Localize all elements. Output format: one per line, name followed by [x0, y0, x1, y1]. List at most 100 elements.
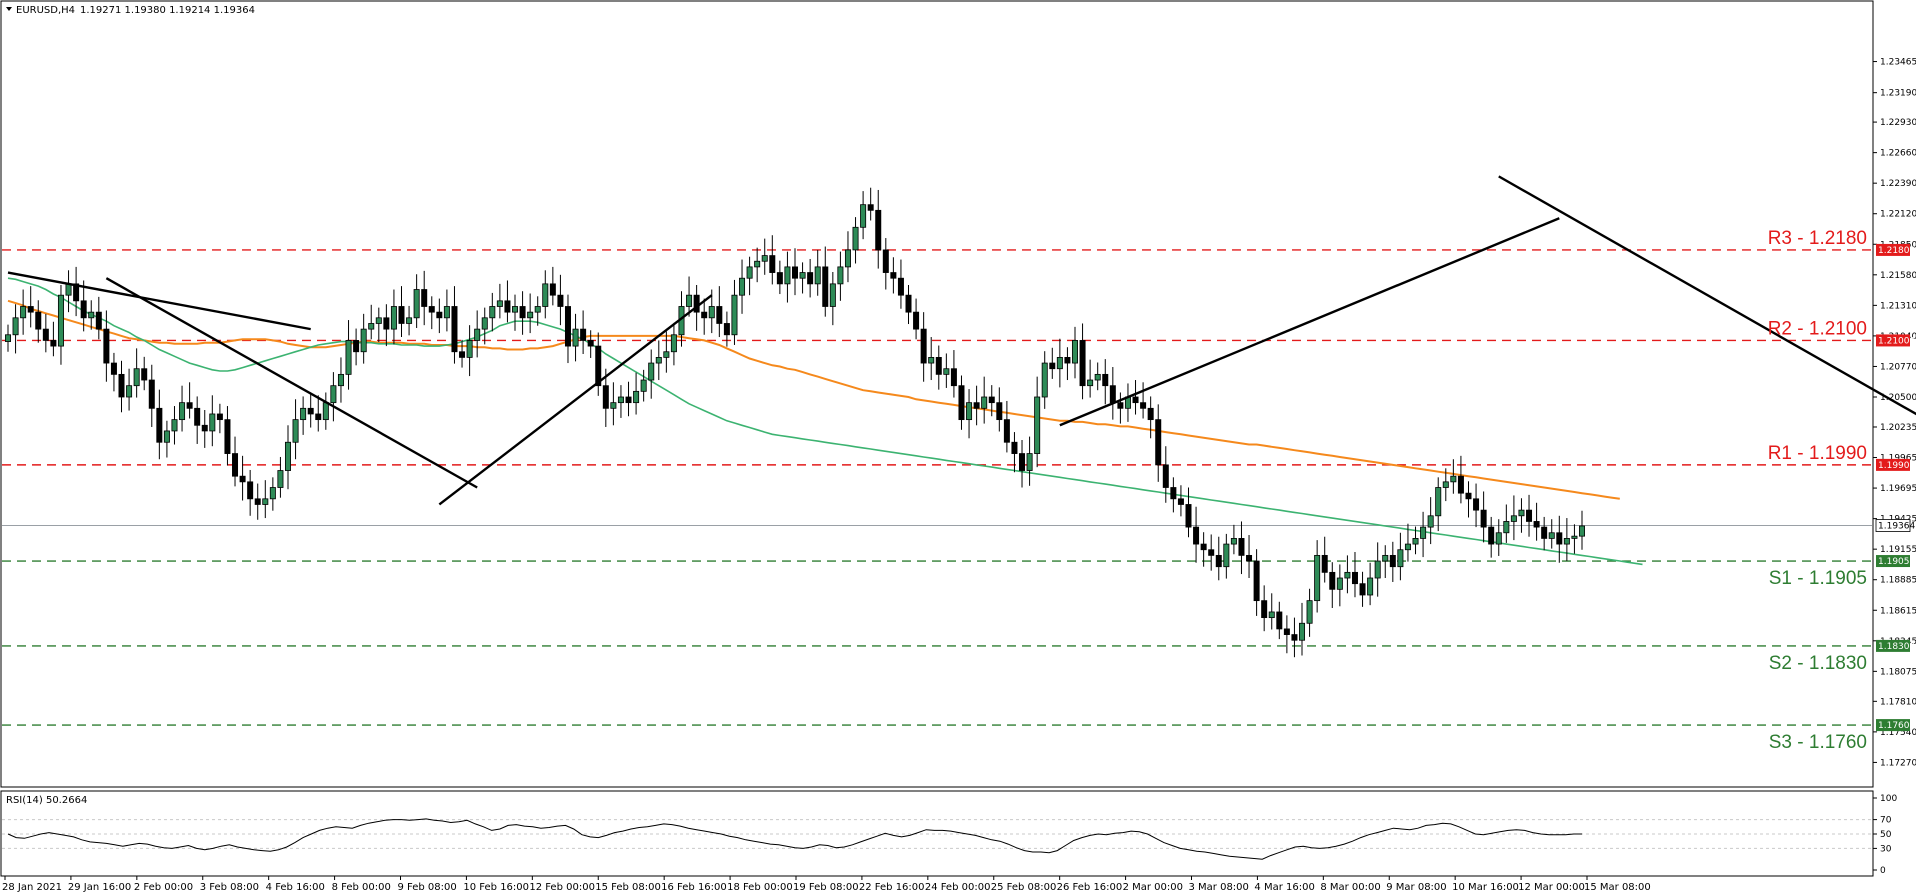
candle [564, 294, 571, 364]
x-tick-label: 8 Feb 00:00 [332, 882, 391, 893]
candle [406, 305, 413, 336]
candle-body [95, 311, 102, 330]
candle-body [383, 317, 390, 330]
candle [443, 289, 450, 332]
candle [171, 406, 178, 445]
level-price-tag-0 [1876, 243, 1910, 256]
x-tick-label: 9 Mar 08:00 [1386, 882, 1446, 893]
y-tick-label: 1.19155 [1880, 545, 1916, 555]
candle-body [413, 289, 420, 319]
candle [413, 274, 420, 328]
candle-body [905, 294, 912, 313]
candle-body [1087, 379, 1094, 387]
candle-body [731, 294, 738, 336]
candle-body [254, 498, 261, 505]
candle [1079, 323, 1086, 400]
candle [1321, 536, 1328, 583]
candle-body [1109, 385, 1116, 404]
candle-body [353, 340, 360, 353]
candle [481, 307, 488, 345]
candle [179, 385, 186, 432]
candle-body [844, 249, 851, 268]
candle [337, 357, 344, 403]
y-tick-label: 1.22120 [1880, 210, 1916, 220]
candle-body [1548, 532, 1555, 539]
candle-body [655, 357, 662, 364]
candle [133, 348, 140, 398]
candle-body [1003, 419, 1010, 443]
candle [837, 251, 844, 301]
candle-body [390, 306, 397, 330]
candle [761, 238, 768, 275]
x-tick-label: 12 Feb 00:00 [529, 882, 595, 893]
candle [1071, 326, 1078, 379]
candle [436, 298, 443, 334]
level-price-tag-4 [1876, 639, 1910, 652]
candle [1412, 526, 1419, 555]
candle [1223, 533, 1230, 579]
candle [1185, 487, 1192, 538]
candle [610, 382, 617, 426]
candle [1450, 459, 1457, 494]
candle [625, 381, 632, 417]
candle-body [625, 396, 632, 404]
y-tick-label: 1.19695 [1880, 484, 1916, 494]
candle [640, 369, 647, 402]
candle [1351, 551, 1358, 598]
level-lines [2, 249, 1872, 726]
candle [1102, 359, 1109, 405]
candle [27, 286, 34, 328]
candle-body [443, 306, 450, 319]
candle-body [171, 419, 178, 432]
candle [1404, 523, 1411, 562]
trendline-1 [105, 277, 478, 489]
candle [852, 217, 859, 264]
candle-body [648, 362, 655, 381]
candle [201, 410, 208, 448]
candle-body [1374, 560, 1381, 579]
y-tick-label: 1.23190 [1880, 89, 1916, 99]
candle-body [216, 413, 223, 421]
candle [920, 312, 927, 382]
candle [1238, 521, 1245, 575]
candle [822, 246, 829, 317]
candle [708, 289, 715, 334]
candle-body [315, 413, 322, 421]
level-label-4: S2 - 1.1830 [1769, 653, 1867, 674]
candle [769, 235, 776, 285]
candle [580, 310, 587, 355]
candle [345, 320, 352, 390]
candle-body [1389, 554, 1396, 568]
candle [421, 270, 428, 326]
candle-body [1208, 549, 1215, 556]
trendlines[interactable] [7, 175, 1916, 646]
candle [1314, 540, 1321, 613]
candle [1064, 347, 1071, 381]
candle [315, 395, 322, 432]
candle [663, 331, 670, 373]
candle-body [421, 289, 428, 307]
rsi-tick-label: 0 [1880, 866, 1886, 876]
candle [549, 266, 556, 306]
candle-body [1579, 525, 1586, 537]
candles[interactable] [5, 187, 1586, 658]
candle-body [829, 283, 836, 307]
level-labels: R3 - 1.2180 R2 - 1.2100 R1 - 1.1990 S1 - 1.… [1768, 228, 1867, 753]
candle-body [1526, 509, 1533, 522]
candle [897, 259, 904, 309]
candle-body [50, 340, 57, 347]
candle-body [981, 396, 988, 409]
y-tick-label: 1.17270 [1880, 758, 1916, 768]
dropdown-triangle-icon[interactable] [6, 7, 12, 11]
candle [905, 284, 912, 325]
candle-body [209, 413, 216, 432]
y-tick-label: 1.18615 [1880, 606, 1916, 616]
candle [239, 455, 246, 501]
candle-body [1299, 622, 1306, 641]
candle-body [337, 373, 344, 387]
candle [42, 313, 49, 353]
candle [1480, 491, 1487, 543]
candle-body [1102, 373, 1109, 387]
candle-body [1404, 543, 1411, 551]
